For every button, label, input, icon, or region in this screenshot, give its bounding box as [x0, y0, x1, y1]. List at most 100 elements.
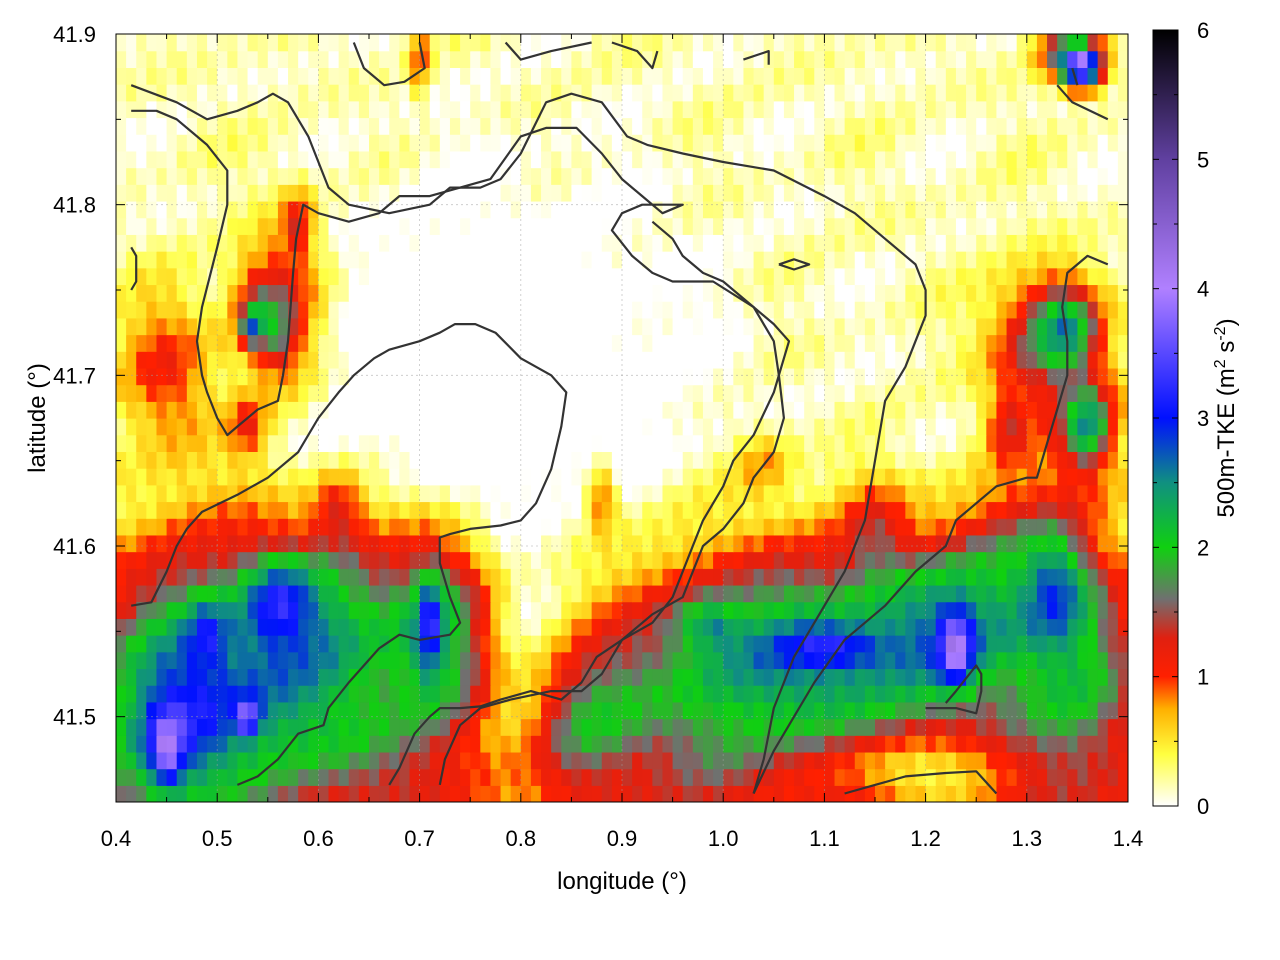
heatmap-cell — [935, 601, 947, 619]
heatmap-cell — [520, 451, 532, 469]
heatmap-cell — [551, 334, 562, 352]
heatmap-cell — [116, 150, 127, 169]
heatmap-cell — [156, 317, 168, 336]
heatmap-cell — [935, 117, 947, 135]
heatmap-cell — [217, 601, 228, 619]
heatmap-cell — [298, 84, 309, 102]
heatmap-cell — [1077, 267, 1089, 286]
heatmap-cell — [541, 584, 552, 603]
heatmap-cell — [399, 367, 411, 386]
heatmap-cell — [500, 117, 512, 135]
heatmap-cell — [773, 584, 785, 603]
heatmap-cell — [166, 768, 178, 786]
heatmap-cell — [864, 751, 876, 770]
heatmap-cell — [308, 785, 319, 802]
heatmap-cell — [783, 584, 795, 603]
heatmap-cell — [642, 584, 653, 603]
heatmap-cell — [298, 267, 309, 286]
heatmap-cell — [632, 651, 643, 670]
heatmap-cell — [824, 334, 836, 352]
heatmap-cell — [551, 167, 562, 185]
heatmap-cell — [551, 100, 562, 119]
heatmap-cell — [541, 534, 552, 553]
heatmap-cell — [844, 735, 856, 753]
heatmap-cell — [470, 518, 481, 536]
heatmap-cell — [541, 651, 552, 670]
heatmap-cell — [186, 668, 198, 686]
heatmap-cell — [1057, 601, 1068, 619]
heatmap-cell — [682, 67, 694, 85]
heatmap-cell — [257, 217, 269, 235]
heatmap-cell — [449, 718, 461, 736]
heatmap-cell — [925, 267, 937, 286]
heatmap-cell — [298, 418, 309, 436]
heatmap-cell — [895, 601, 906, 619]
heatmap-cell — [389, 601, 400, 619]
heatmap-cell — [328, 267, 340, 286]
heatmap-cell — [520, 701, 532, 720]
heatmap-cell — [358, 267, 370, 286]
heatmap-cell — [935, 351, 947, 369]
heatmap-cell — [996, 334, 1008, 352]
heatmap-cell — [955, 200, 967, 219]
heatmap-cell — [662, 67, 674, 85]
heatmap-cell — [935, 468, 947, 486]
heatmap-cell — [834, 401, 846, 419]
heatmap-cell — [763, 601, 775, 619]
heatmap-cell — [945, 418, 957, 436]
heatmap-cell — [875, 468, 886, 486]
heatmap-cell — [530, 751, 542, 770]
heatmap-cell — [733, 34, 745, 52]
heatmap-cell — [1057, 217, 1068, 235]
heatmap-cell — [530, 785, 542, 802]
heatmap-cell — [804, 685, 815, 703]
heatmap-cell — [804, 84, 815, 102]
heatmap-cell — [520, 685, 532, 703]
heatmap-cell — [682, 301, 694, 319]
heatmap-cell — [976, 367, 987, 386]
heatmap-cell — [449, 785, 461, 802]
heatmap-cell — [399, 518, 411, 536]
heatmap-cell — [257, 518, 269, 536]
heatmap-cell — [207, 50, 218, 68]
heatmap-cell — [692, 334, 704, 352]
heatmap-cell — [470, 234, 481, 252]
heatmap-cell — [794, 701, 805, 720]
heatmap-cell — [723, 668, 734, 686]
heatmap-cell — [267, 701, 279, 720]
heatmap-cell — [915, 785, 927, 802]
heatmap-cell — [399, 184, 411, 202]
heatmap-cell — [783, 267, 795, 286]
heatmap-cell — [1077, 601, 1089, 619]
heatmap-cell — [480, 301, 492, 319]
heatmap-cell — [905, 351, 917, 369]
heatmap-cell — [247, 34, 259, 52]
heatmap-cell — [156, 167, 168, 185]
heatmap-cell — [915, 468, 927, 486]
heatmap-cell — [136, 167, 147, 185]
heatmap-cell — [530, 284, 542, 302]
heatmap-cell — [318, 601, 330, 619]
heatmap-cell — [196, 317, 208, 336]
heatmap-cell — [652, 668, 664, 686]
heatmap-cell — [247, 735, 259, 753]
heatmap-cell — [510, 334, 522, 352]
heatmap-cell — [702, 317, 714, 336]
heatmap-cell — [955, 768, 967, 786]
heatmap-cell — [571, 785, 583, 802]
heatmap-cell — [186, 718, 198, 736]
heatmap-cell — [895, 184, 906, 202]
heatmap-cell — [783, 284, 795, 302]
heatmap-cell — [1006, 367, 1018, 386]
heatmap-cell — [480, 668, 492, 686]
heatmap-cell — [1047, 484, 1058, 503]
heatmap-cell — [1097, 200, 1109, 219]
heatmap-cell — [419, 685, 431, 703]
heatmap-cell — [834, 384, 846, 402]
heatmap-cell — [1077, 701, 1089, 720]
heatmap-cell — [166, 518, 178, 536]
heatmap-cell — [480, 484, 492, 503]
heatmap-cell — [834, 267, 846, 286]
heatmap-cell — [1036, 635, 1048, 653]
heatmap-cell — [1047, 217, 1058, 235]
